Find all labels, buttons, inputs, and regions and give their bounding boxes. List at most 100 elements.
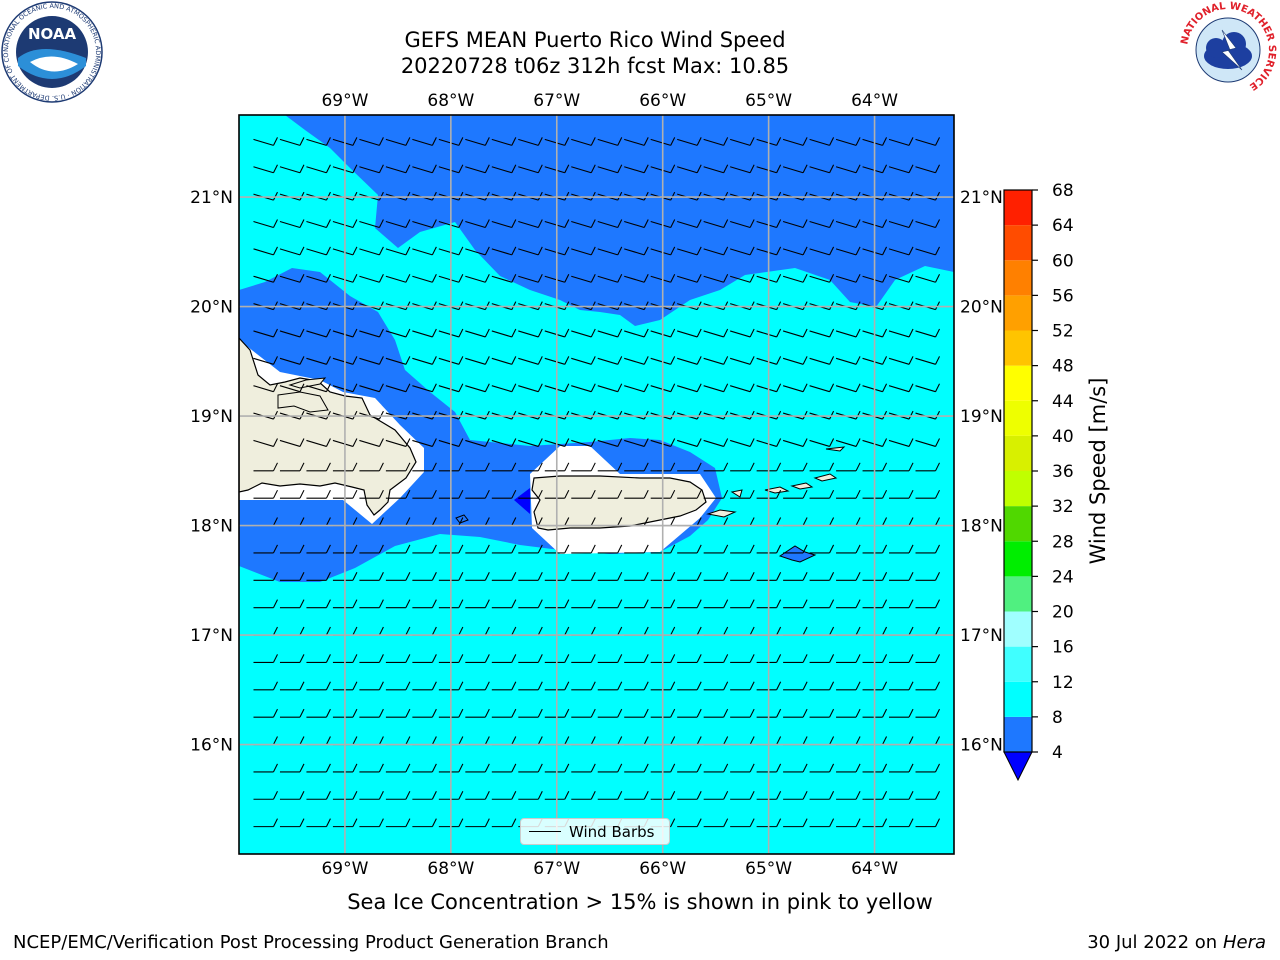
colorbar-tick-label-6: 28 [1052, 532, 1074, 552]
wind-barb [544, 791, 570, 800]
wind-barb [465, 137, 490, 146]
wind-barb [412, 572, 437, 581]
wind-barb [756, 708, 782, 718]
wind-barb [783, 791, 808, 800]
wind-barb [491, 164, 517, 174]
wind-barb [862, 273, 888, 283]
lon-label-top-1: 68°W [427, 91, 474, 111]
wind-barb [279, 654, 305, 663]
colorbar-segment-14 [1004, 225, 1032, 261]
colorbar-tick-label-3: 16 [1052, 638, 1074, 658]
wind-barb [862, 791, 888, 800]
footer-branch: NCEP/EMC/Verification Post Processing Pr… [13, 932, 609, 953]
wind-barb [518, 273, 543, 283]
wind-barb [650, 438, 676, 447]
wind-barb [756, 219, 782, 229]
wind-barb [465, 246, 490, 256]
colorbar-segment-9 [1004, 400, 1032, 436]
wind-barb [359, 681, 384, 691]
wind-barb [465, 489, 490, 499]
wind-barb [253, 383, 278, 393]
wind-barb [306, 544, 331, 554]
wind-barb [359, 219, 384, 229]
colorbar-under-triangle [1003, 751, 1033, 782]
wind-barb [518, 489, 543, 499]
colorbar-segment-5 [1004, 541, 1032, 577]
wind-barb [730, 572, 755, 581]
wind-barb [465, 681, 490, 691]
wind-barb [518, 681, 543, 691]
wind-barb [835, 356, 861, 365]
wind-barb [650, 544, 676, 554]
wind-barb [624, 246, 649, 256]
footer-host: Hera [1222, 932, 1266, 953]
wind-barb [332, 219, 358, 229]
wind-barb [915, 219, 941, 229]
wind-barb [703, 246, 729, 256]
wind-barbs-layer [253, 137, 941, 828]
wind-barb [571, 356, 596, 365]
wind-barb [809, 763, 835, 773]
wind-barb [915, 328, 941, 338]
wind-barb [597, 356, 623, 365]
colorbar-segment-3 [1004, 611, 1032, 647]
colorbar-label: Wind Speed [m/s] [1086, 377, 1110, 565]
wind-barb [279, 246, 305, 256]
wind-barb [756, 356, 782, 365]
wind-barb [650, 599, 676, 609]
wind-barb [306, 438, 331, 447]
wind-barb [332, 544, 358, 554]
wind-barb [359, 137, 384, 146]
wind-barb [677, 328, 702, 338]
wind-barb [677, 383, 702, 393]
colorbar-segment-13 [1004, 260, 1032, 296]
wind-barb [782, 164, 808, 174]
wind-barb [862, 383, 888, 393]
wind-barb [253, 219, 278, 229]
wind-barb [624, 438, 649, 447]
wind-barb [729, 356, 755, 365]
wind-barb [677, 273, 702, 283]
wind-barb [253, 599, 278, 609]
wind-barb [783, 489, 808, 499]
wind-barb [332, 246, 358, 256]
wind-barb [782, 137, 808, 146]
wind-barb [359, 708, 384, 718]
wind-barb [624, 599, 649, 609]
wind-barb [888, 383, 914, 393]
wind-barb [544, 137, 570, 146]
wind-barb [730, 681, 755, 691]
wind-barb [888, 246, 914, 256]
wind-barb [889, 599, 914, 609]
wind-barb [862, 544, 888, 554]
wind-barb [862, 356, 888, 365]
wind-barb [783, 763, 808, 773]
wind-barb [729, 383, 755, 393]
wind-barb [571, 654, 596, 663]
wind-barb [359, 462, 384, 472]
wind-barb [438, 599, 464, 609]
lon-label-top-2: 67°W [533, 91, 580, 111]
wind-barb [729, 164, 755, 174]
wind-barb [306, 273, 331, 283]
lon-label-bottom-4: 65°W [745, 859, 792, 879]
wind-barb [677, 489, 702, 499]
wind-barb [279, 791, 305, 800]
wind-barb [836, 763, 861, 773]
wind-barb [438, 489, 464, 499]
wind-barb [465, 572, 490, 581]
wind-barb [836, 681, 861, 691]
wind-barb [385, 763, 411, 773]
wind-barb [359, 438, 384, 447]
wind-barb [306, 763, 331, 773]
wind-barb [253, 462, 278, 472]
wind-barb [783, 599, 808, 609]
wind-barb [703, 273, 729, 283]
lat-label-left-1: 20°N [190, 298, 233, 318]
wind-barb [597, 246, 623, 256]
wind-barb [809, 219, 835, 229]
chart-title: GEFS MEAN Puerto Rico Wind Speed [404, 28, 786, 52]
lat-label-right-0: 21°N [960, 188, 1003, 208]
wind-barb [915, 818, 941, 828]
